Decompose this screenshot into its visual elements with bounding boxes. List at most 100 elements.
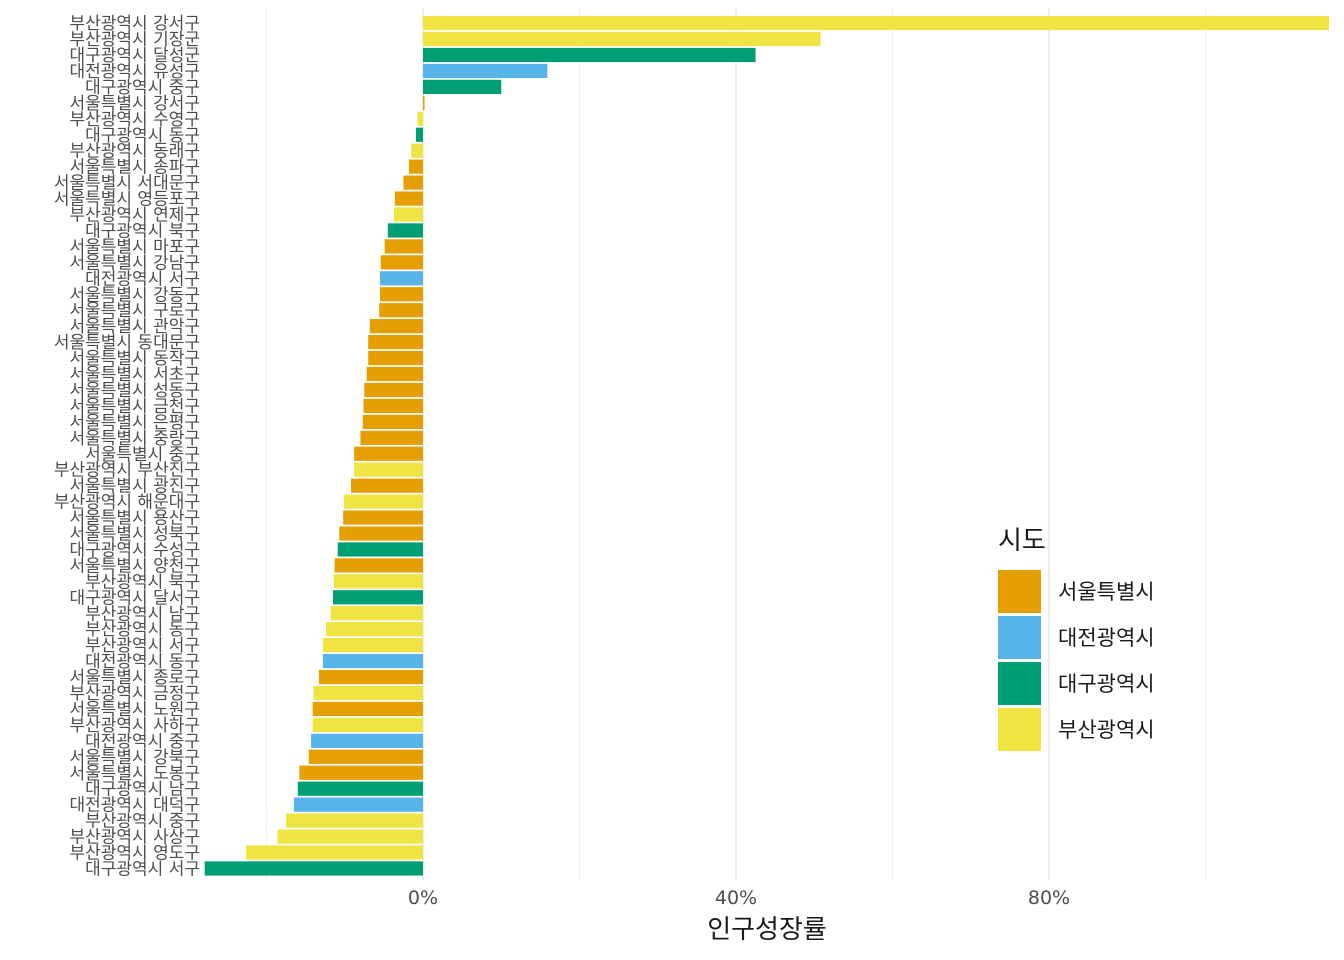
category-label: 서울특별시 동작구 <box>69 349 200 369</box>
category-label: 서울특별시 강동구 <box>69 285 200 305</box>
bar <box>311 733 423 748</box>
bar <box>403 175 423 190</box>
bar <box>312 717 423 732</box>
category-label: 부산광역시 수영구 <box>69 110 200 130</box>
category-label: 대구광역시 서구 <box>85 859 200 879</box>
category-label: 대전광역시 대덕구 <box>69 796 200 816</box>
bar <box>322 654 423 669</box>
bar-layer <box>204 16 1329 876</box>
category-label: 서울특별시 서초구 <box>69 365 200 385</box>
bar <box>423 47 756 63</box>
category-label: 서울특별시 송파구 <box>69 158 200 178</box>
category-label: 부산광역시 서구 <box>85 636 200 656</box>
bar <box>354 462 423 477</box>
category-label: 대전광역시 중구 <box>85 732 200 752</box>
category-label: 서울특별시 종로구 <box>69 668 200 688</box>
category-label: 부산광역시 금정구 <box>69 684 200 704</box>
category-label: 대구광역시 수성구 <box>69 540 200 560</box>
category-label: 서울특별시 구로구 <box>69 301 200 321</box>
legend-swatch <box>998 616 1041 659</box>
category-label: 서울특별시 광진구 <box>69 477 200 497</box>
category-label: 서울특별시 노원구 <box>69 700 200 720</box>
category-label: 부산광역시 연제구 <box>69 206 200 226</box>
legend-label: 서울특별시 <box>1058 580 1155 604</box>
bar <box>297 781 423 796</box>
bar <box>423 79 502 94</box>
category-label: 서울특별시 중랑구 <box>69 429 200 449</box>
category-label: 부산광역시 사하구 <box>69 716 200 736</box>
category-label: 대구광역시 남구 <box>85 780 200 800</box>
category-label: 부산광역시 기장군 <box>69 30 200 50</box>
category-label: 서울특별시 은평구 <box>69 413 200 433</box>
bar <box>337 542 423 557</box>
bar <box>423 95 425 110</box>
category-label: 서울특별시 금천구 <box>69 397 200 417</box>
category-label: 서울특별시 도봉구 <box>69 764 200 784</box>
bar <box>333 590 423 605</box>
category-label: 서울특별시 강서구 <box>69 94 200 114</box>
legend-label: 대전광역시 <box>1058 626 1155 650</box>
bar <box>360 430 423 445</box>
bar <box>354 446 423 461</box>
bar <box>277 829 423 844</box>
bar <box>343 494 423 509</box>
bar <box>308 749 423 764</box>
bar <box>246 845 423 860</box>
bar <box>312 701 423 717</box>
category-label: 대구광역시 중구 <box>85 78 200 98</box>
category-label: 서울특별시 양천구 <box>69 556 200 576</box>
bar <box>423 63 548 79</box>
bar <box>339 526 423 541</box>
category-label: 부산광역시 북구 <box>85 572 200 592</box>
category-label: 서울특별시 성북구 <box>69 525 200 545</box>
bar <box>394 191 423 206</box>
category-label: 부산광역시 남구 <box>85 604 200 624</box>
bar <box>286 813 423 828</box>
x-tick-label: 0% <box>408 887 438 909</box>
category-label: 대구광역시 달서구 <box>69 588 200 608</box>
category-label: 서울특별시 강북구 <box>69 748 200 768</box>
bar <box>368 335 423 350</box>
bar <box>394 207 423 222</box>
legend-label: 대구광역시 <box>1058 672 1155 696</box>
bar <box>364 382 423 398</box>
bar <box>362 414 423 429</box>
bar <box>387 223 423 238</box>
x-tick-label: 80% <box>1028 887 1070 909</box>
bar <box>368 350 423 366</box>
category-label: 대전광역시 유성구 <box>69 62 200 82</box>
category-label: 부산광역시 영도구 <box>69 844 200 864</box>
category-label: 서울특별시 관악구 <box>69 317 200 337</box>
bar <box>366 366 423 382</box>
category-label: 부산광역시 동래구 <box>69 142 200 162</box>
legend-title: 시도 <box>998 526 1046 556</box>
legend-swatch <box>998 708 1041 751</box>
category-label: 부산광역시 동구 <box>85 620 200 640</box>
bar <box>379 271 423 286</box>
category-label: 대전광역시 동구 <box>85 652 200 672</box>
bar <box>313 685 423 701</box>
bar <box>384 239 423 254</box>
category-label: 대구광역시 동구 <box>85 126 200 146</box>
bar <box>380 255 423 270</box>
category-label: 대구광역시 북구 <box>85 221 200 241</box>
bar <box>363 398 423 413</box>
bar <box>417 111 423 126</box>
x-tick-labels: 0% 40% 80% <box>408 887 1070 909</box>
bar <box>423 31 821 47</box>
legend-swatch <box>998 570 1041 613</box>
bar <box>369 319 423 334</box>
bar <box>204 861 423 876</box>
category-label: 부산광역시 해운대구 <box>54 493 200 513</box>
category-label: 대전광역시 서구 <box>85 269 200 289</box>
bar <box>333 574 423 589</box>
bar <box>423 16 1329 31</box>
bar <box>351 478 423 493</box>
category-label: 부산광역시 중구 <box>85 812 200 832</box>
x-axis-title: 인구성장률 <box>707 915 827 945</box>
category-label: 서울특별시 용산구 <box>69 509 200 529</box>
